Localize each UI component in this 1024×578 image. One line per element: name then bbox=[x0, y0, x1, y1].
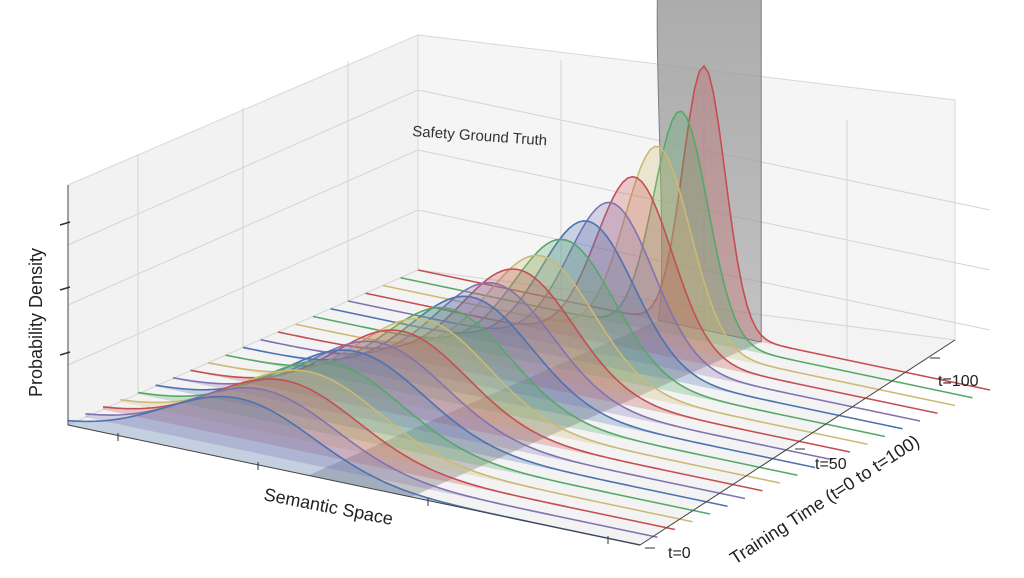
ridge-area bbox=[243, 296, 815, 468]
z-tick bbox=[59, 351, 71, 356]
ridge-line bbox=[417, 64, 991, 391]
ground-truth-layer bbox=[308, 0, 762, 497]
z-axis-title: Probability Density bbox=[26, 248, 46, 397]
y-axis-line bbox=[639, 339, 956, 546]
ridge-area bbox=[103, 378, 675, 530]
z-tick bbox=[59, 221, 71, 226]
ridge-area bbox=[418, 66, 990, 390]
ridge-area bbox=[120, 370, 693, 522]
y-tick-label-100: t=100 bbox=[938, 373, 979, 390]
ridge-area bbox=[313, 239, 885, 437]
ridge-area bbox=[68, 396, 640, 545]
y-tick-label-50: t=50 bbox=[815, 456, 847, 473]
ridge-line bbox=[330, 220, 903, 430]
ridge-line bbox=[295, 254, 868, 446]
ridge-area bbox=[295, 255, 868, 445]
ridge-area bbox=[85, 387, 658, 538]
ridge-area bbox=[173, 341, 745, 499]
ridge-area bbox=[190, 330, 763, 491]
ridge-area bbox=[208, 318, 780, 483]
ridge-area bbox=[260, 282, 833, 460]
ridge-line bbox=[400, 110, 973, 399]
y-ticks bbox=[645, 357, 940, 549]
x-ticks bbox=[117, 433, 609, 544]
ground-truth-wall bbox=[656, 0, 762, 343]
x-axis-line bbox=[67, 424, 641, 546]
grid-line bbox=[67, 209, 991, 366]
ridge-area bbox=[155, 350, 728, 507]
ridge-area bbox=[330, 220, 903, 429]
ridge-area bbox=[365, 176, 938, 414]
x-axis-title: Semantic Space bbox=[262, 484, 394, 529]
ridge-line bbox=[155, 349, 728, 508]
ridge-area bbox=[348, 202, 920, 421]
ridge-series bbox=[67, 64, 991, 546]
z-ticks bbox=[59, 221, 71, 356]
ridge-area bbox=[278, 269, 850, 452]
grid-line bbox=[67, 149, 991, 306]
z-tick bbox=[59, 286, 71, 291]
grid-line bbox=[67, 89, 991, 246]
ground-truth-floor-band bbox=[308, 320, 762, 497]
grid-lines bbox=[67, 60, 991, 394]
ridge-line bbox=[190, 329, 763, 492]
ridge-area bbox=[400, 111, 973, 398]
y-tick-label-0: t=0 bbox=[668, 545, 691, 562]
ridge-area bbox=[138, 361, 710, 514]
ridge-area bbox=[383, 146, 955, 406]
ridge-line bbox=[207, 318, 781, 484]
ridge-line bbox=[382, 145, 956, 407]
ridge-line bbox=[260, 281, 833, 461]
